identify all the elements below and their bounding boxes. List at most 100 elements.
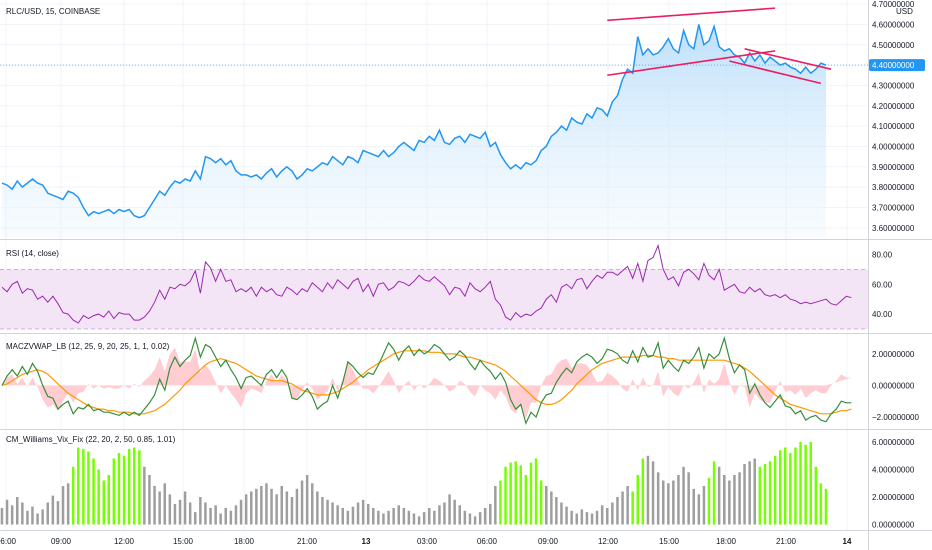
time-tick-label: 21:00 [297, 537, 318, 546]
vix-bar [250, 491, 253, 525]
macd-axis[interactable]: 2.00000000 0.00000000 −2.00000000 [872, 350, 919, 422]
vix-bar [77, 447, 80, 525]
vix-bar [188, 502, 192, 525]
vix-bar [61, 486, 65, 525]
vix-tick-label: 4.00000000 [872, 466, 915, 475]
vix-bars [0, 442, 828, 525]
vix-bar [428, 508, 431, 525]
trendline-flag-top[interactable] [744, 48, 832, 70]
vix-bar [478, 512, 482, 525]
time-tick-label: 06:00 [477, 537, 498, 546]
vix-bar [199, 497, 202, 525]
time-tick-label: 09:00 [51, 537, 72, 546]
vix-bar [641, 458, 645, 525]
price-tick-label: 4.00000000 [872, 142, 915, 151]
vix-bar [417, 516, 421, 525]
time-tick-label: 13 [362, 537, 371, 546]
rsi-axis[interactable]: 80.00 60.00 40.00 [872, 250, 893, 319]
vix-bar [173, 503, 177, 525]
vix-bar [229, 510, 233, 525]
vix-bar [616, 497, 619, 525]
vix-bar [468, 513, 472, 525]
vix-tick-label: 6.00000000 [872, 438, 915, 447]
macd-pane-title: MACZVWAP_LB (12, 25, 9, 20, 25, 1, 1, 0.… [6, 342, 170, 351]
vix-bar [748, 461, 751, 525]
vix-bar [239, 499, 243, 525]
vix-bar [458, 505, 461, 525]
vix-bar [656, 472, 660, 525]
vix-bar [662, 480, 665, 525]
vix-bar [565, 506, 568, 525]
vix-bar [316, 491, 319, 525]
time-tick-label: 15:00 [659, 537, 680, 546]
rsi-pane[interactable]: RSI (14, close) 80.00 60.00 40.00 [0, 243, 893, 330]
vix-bar [346, 510, 350, 525]
rsi-tick-label: 80.00 [872, 250, 893, 259]
vix-bar [595, 510, 599, 525]
rsi-tick-label: 40.00 [872, 310, 893, 319]
vix-bar [0, 508, 4, 525]
vix-bar [300, 480, 304, 525]
rsi-pane-title: RSI (14, close) [6, 249, 59, 258]
vix-bar [804, 444, 807, 525]
price-tick-label: 3.90000000 [872, 163, 915, 172]
vix-bar [789, 453, 792, 525]
vix-pane[interactable]: CM_Williams_Vix_Fix (22, 20, 2, 50, 0.85… [0, 435, 915, 530]
vix-bar [280, 486, 283, 525]
trendline-upper-channel-top[interactable] [607, 7, 776, 22]
price-tick-label: 3.80000000 [872, 183, 915, 192]
trendline-annotations[interactable] [607, 7, 832, 85]
vix-bar [600, 505, 604, 525]
vix-bar [305, 475, 309, 525]
vix-bar [351, 506, 355, 525]
vix-bar [255, 488, 258, 525]
vix-bar [290, 497, 294, 525]
vix-bar [275, 494, 278, 525]
vix-bar [163, 483, 166, 525]
price-pane[interactable]: RLC/USD, 15, COINBASE 4.70000000 4.600000… [0, 0, 925, 239]
vix-bar [438, 505, 441, 525]
rsi-band [0, 269, 868, 330]
macd-tick-label: −2.00000000 [872, 413, 919, 422]
vix-bar [672, 480, 675, 525]
trendline-flag-bottom[interactable] [729, 60, 822, 85]
vix-bar [626, 486, 629, 525]
vix-bar [784, 447, 787, 525]
vix-bar [667, 483, 670, 525]
vix-bar [651, 461, 655, 525]
macd-pane[interactable]: MACZVWAP_LB (12, 25, 9, 20, 25, 1, 1, 0.… [1, 335, 919, 426]
vix-bar [367, 503, 370, 525]
vix-bar [331, 502, 334, 525]
vix-bar [580, 509, 584, 525]
vix-bar [153, 486, 156, 525]
time-tick-label: 21:00 [776, 537, 797, 546]
vix-bar [26, 510, 29, 525]
time-axis[interactable]: 06:00 09:00 12:00 15:00 18:00 21:00 13 03:00 06:… [0, 537, 852, 546]
macd-tick-label: 0.00000000 [872, 381, 915, 390]
vix-bar [733, 475, 736, 525]
vix-bar [631, 491, 634, 525]
vix-bar [31, 506, 34, 525]
vix-bar [606, 508, 609, 525]
rsi-line [1, 243, 852, 324]
vix-bar [555, 497, 558, 525]
vix-bar [412, 513, 416, 525]
vix-bar [148, 475, 151, 525]
vix-bar [143, 466, 146, 525]
vix-bar [204, 502, 207, 525]
vix-bar [433, 510, 436, 525]
vix-bar [758, 466, 762, 525]
vix-pane-title: CM_Williams_Vix_Fix (22, 20, 2, 50, 0.85… [6, 435, 176, 444]
trendline-upper-channel-bottom[interactable] [607, 50, 776, 77]
vix-bar [178, 499, 182, 525]
vix-bar [92, 458, 95, 525]
vix-bar [539, 480, 543, 525]
vix-bar [138, 450, 141, 525]
time-tick-label: 15:00 [173, 537, 194, 546]
vix-bar [636, 475, 639, 525]
vix-bar [361, 499, 365, 525]
vix-axis[interactable]: 6.00000000 4.00000000 2.00000000 0.00000000 [872, 438, 915, 530]
vix-bar [824, 488, 828, 525]
